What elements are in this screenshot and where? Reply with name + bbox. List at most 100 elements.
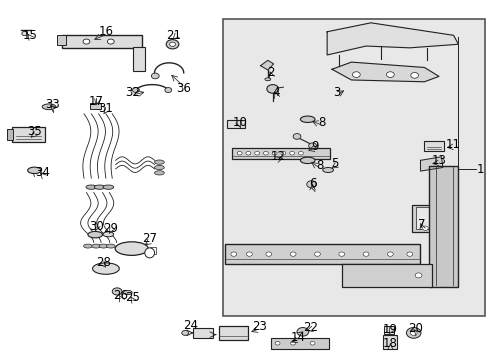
Bar [57,35,66,45]
Circle shape [265,252,271,256]
Text: 29: 29 [103,222,118,235]
Text: 7: 7 [417,218,425,231]
Text: 31: 31 [98,102,113,115]
Ellipse shape [322,167,333,172]
Ellipse shape [144,248,154,258]
Text: 16: 16 [98,25,113,38]
Circle shape [406,252,412,256]
Circle shape [314,252,320,256]
Text: 13: 13 [431,154,446,167]
Ellipse shape [115,242,148,255]
Bar [271,338,328,348]
Bar [222,19,484,316]
Text: 25: 25 [125,291,140,304]
Circle shape [22,31,28,36]
Bar [62,35,142,48]
Circle shape [406,328,420,338]
Ellipse shape [154,165,164,170]
Ellipse shape [28,167,41,174]
Circle shape [289,152,294,155]
Ellipse shape [92,263,119,274]
Ellipse shape [83,244,92,248]
Bar [193,328,212,338]
Text: 10: 10 [232,116,246,129]
Ellipse shape [92,244,101,248]
Bar [232,148,329,158]
Circle shape [245,152,250,155]
Ellipse shape [94,185,105,189]
Circle shape [272,152,277,155]
Circle shape [164,87,171,93]
Text: 22: 22 [302,321,317,334]
Circle shape [112,288,122,295]
Circle shape [296,328,308,336]
Circle shape [292,134,300,139]
Circle shape [363,252,368,256]
Ellipse shape [154,160,164,164]
Ellipse shape [103,232,114,237]
Text: 30: 30 [89,220,103,233]
Circle shape [338,252,344,256]
Text: 28: 28 [96,256,111,269]
Text: 17: 17 [88,95,103,108]
Bar [149,247,155,254]
Circle shape [290,342,295,345]
Circle shape [237,152,242,155]
Text: 8: 8 [316,159,323,172]
Bar [90,103,101,109]
Text: 36: 36 [176,82,191,95]
Circle shape [151,73,159,79]
Text: 34: 34 [35,166,50,179]
Text: 18: 18 [382,337,397,350]
Text: 9: 9 [311,140,318,153]
Bar [415,207,435,229]
Circle shape [275,342,280,345]
Ellipse shape [154,171,164,175]
Ellipse shape [88,231,102,238]
Ellipse shape [123,291,132,295]
Text: 33: 33 [45,99,60,112]
Text: 3: 3 [332,86,340,99]
Circle shape [422,226,427,230]
Circle shape [409,330,416,336]
Bar [382,335,396,348]
Ellipse shape [300,116,314,122]
Text: 8: 8 [318,116,325,129]
Ellipse shape [106,244,115,248]
Circle shape [306,181,316,188]
Circle shape [281,152,285,155]
Circle shape [246,252,252,256]
Polygon shape [326,23,458,55]
Bar [226,120,244,128]
Circle shape [182,330,188,336]
Text: 11: 11 [445,138,460,151]
Text: 32: 32 [125,86,140,99]
Polygon shape [420,157,442,171]
Bar [424,141,443,152]
Bar [383,326,393,334]
Text: 19: 19 [382,323,397,336]
Text: 20: 20 [407,323,422,336]
Circle shape [308,143,316,149]
Circle shape [266,85,278,93]
Circle shape [83,39,90,44]
Bar [96,265,116,271]
Ellipse shape [42,104,56,110]
Text: 27: 27 [142,233,157,246]
Polygon shape [260,60,273,70]
Circle shape [254,152,259,155]
Bar [224,244,419,264]
Text: 21: 21 [166,29,181,42]
Text: 35: 35 [27,125,42,138]
Bar [341,264,431,287]
Circle shape [230,252,236,256]
Bar [411,205,438,232]
Circle shape [289,252,295,256]
Circle shape [107,39,114,44]
Text: 2: 2 [267,66,274,79]
Ellipse shape [86,185,97,189]
Text: 23: 23 [251,320,266,333]
Ellipse shape [103,185,114,189]
Text: 1: 1 [476,163,483,176]
Bar [7,129,13,140]
